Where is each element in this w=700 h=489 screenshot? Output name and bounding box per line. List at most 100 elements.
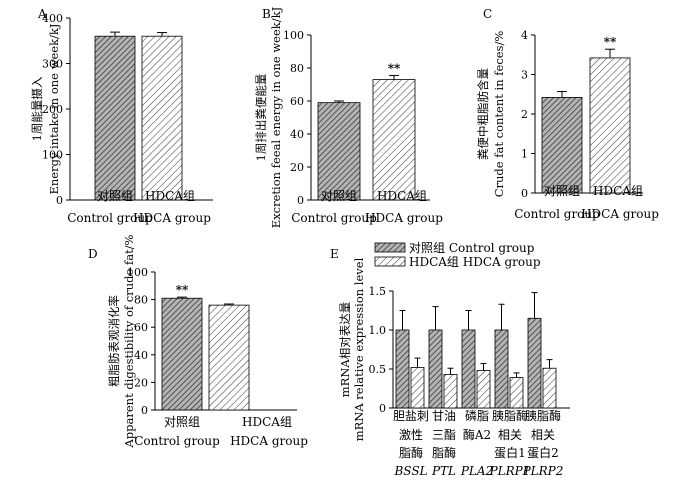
x-category-label: Control group	[67, 211, 153, 225]
x-category-label: 对照组	[97, 189, 133, 203]
x-category-label: 相关	[531, 428, 555, 442]
y-tick-label: 200	[42, 103, 63, 116]
chart-panel-c: C 粪便中粗脂肪含量 Crude fat content in feces/% 0 1 2…	[476, 7, 659, 221]
significance-marker: **	[176, 283, 189, 297]
y-tick-label: 60	[134, 321, 148, 334]
y-axis-title: Crude fat content in feces/%	[492, 31, 506, 198]
x-category-label: HDCA group	[133, 211, 211, 225]
panel-letter-b: B	[262, 7, 271, 21]
y-axis-title: Apparent digestibility of crude fat/%	[122, 234, 136, 448]
y-tick-label: 100	[283, 29, 304, 42]
y-tick-label: 0	[297, 194, 304, 207]
bar-hdca-1	[443, 374, 458, 409]
y-tick-label: 80	[290, 62, 304, 75]
x-category-label: 胰脂酶	[525, 408, 561, 423]
bar-control	[161, 297, 203, 411]
bar-hdca-4	[542, 367, 557, 409]
bar-control-0	[395, 329, 410, 409]
bar-hdca	[589, 57, 631, 194]
x-category-label: HDCA group	[230, 434, 308, 448]
x-category-label: 胆盐刺	[393, 409, 429, 423]
y-axis-title: Excretion feeal energy in one week/kJ	[269, 6, 283, 228]
bar-hdca	[208, 304, 250, 411]
x-category-label: HDCA组	[242, 415, 292, 429]
x-category-label: PTL	[431, 464, 456, 478]
y-tick-label: 2	[521, 108, 528, 121]
y-tick-label: 0.5	[369, 363, 387, 376]
x-category-label: 蛋白2	[527, 445, 559, 460]
x-category-label: 三酯	[432, 428, 456, 442]
y-tick-label: 60	[290, 95, 304, 108]
y-tick-label: 20	[290, 161, 304, 174]
x-category-label: HDCA组	[377, 189, 427, 203]
bar-hdca-3	[509, 377, 524, 409]
y-tick-label: 0	[141, 404, 148, 417]
y-axis-title: mRNA relative expression level	[352, 257, 366, 441]
y-tick-label: 40	[290, 128, 304, 141]
y-tick-label: 400	[42, 12, 63, 25]
x-category-label: 蛋白1	[494, 445, 526, 460]
legend-label: 对照组 Control group	[409, 241, 535, 255]
x-category-label: 甘油	[432, 409, 456, 423]
panel-letter-a: A	[37, 7, 47, 21]
significance-marker: **	[604, 35, 617, 49]
x-category-label: Control group	[291, 211, 377, 225]
y-tick-label: 1.5	[369, 285, 387, 298]
x-category-label: PLRP2	[522, 464, 564, 478]
chart-panel-d: D 粗脂肪表观消化率 Apparent digestibility of crude…	[88, 234, 308, 448]
y-tick-label: 20	[134, 376, 148, 389]
x-category-label: HDCA group	[581, 207, 659, 221]
x-category-label: HDCA group	[365, 211, 443, 225]
bar-hdca	[141, 35, 183, 201]
y-axis-title: 1周排出粪便能量	[254, 74, 268, 162]
x-category-label: 脂酶	[432, 445, 456, 460]
x-category-label: Control group	[514, 207, 600, 221]
y-tick-label: 100	[42, 149, 63, 162]
bar-control	[541, 97, 583, 194]
panel-letter-e: E	[330, 247, 339, 261]
bar-control-3	[494, 329, 509, 409]
y-tick-label: 1.0	[369, 324, 387, 337]
x-category-label: 对照组	[544, 184, 580, 198]
x-category-label: HDCA组	[593, 184, 643, 198]
x-category-label: 酶A2	[463, 427, 491, 442]
bar-control-4	[527, 317, 542, 409]
y-axis-title: mRNA相对表达量	[338, 302, 352, 397]
y-tick-label: 3	[521, 69, 528, 82]
y-tick-label: 4	[521, 29, 528, 42]
x-category-label: 脂酶	[399, 445, 423, 460]
y-axis-title: 粪便中粗脂肪含量	[476, 68, 490, 160]
chart-panel-b: B 1周排出粪便能量 Excretion feeal energy in one w…	[254, 6, 443, 228]
bar-control	[94, 35, 136, 201]
x-category-label: 对照组	[321, 189, 357, 203]
bar-hdca-2	[476, 370, 491, 409]
x-category-label: PLRP1	[489, 464, 531, 478]
legend-swatch-control	[374, 242, 406, 253]
y-axis-title: Energy intake in one week/kJ	[47, 23, 61, 194]
y-tick-label: 0	[521, 187, 528, 200]
panel-letter-c: C	[483, 7, 492, 21]
y-tick-label: 300	[42, 58, 63, 71]
x-category-label: 对照组	[164, 415, 200, 429]
x-category-label: 激性	[399, 428, 423, 442]
y-axis-title: 粗脂肪表观消化率	[107, 295, 121, 387]
y-tick-label: 40	[134, 349, 148, 362]
panel-letter-d: D	[88, 247, 98, 261]
bar-control	[317, 102, 361, 201]
y-tick-label: 1	[521, 148, 528, 161]
x-category-label: PLA2	[460, 464, 493, 478]
bar-hdca	[372, 79, 416, 201]
bar-control-2	[461, 329, 476, 409]
x-category-label: BSSL	[393, 464, 427, 478]
chart-panel-a: A 1周能量摄入 Energy intake in one week/kJ0 100 2…	[30, 7, 213, 225]
x-category-label: 相关	[498, 428, 522, 442]
legend-swatch-hdca	[374, 256, 406, 267]
x-category-label: HDCA组	[145, 189, 195, 203]
y-tick-label: 0	[379, 402, 386, 415]
y-tick-label: 0	[56, 194, 63, 207]
x-category-label: Control group	[134, 434, 220, 448]
y-tick-label: 100	[127, 266, 148, 279]
bar-hdca-0	[410, 367, 425, 409]
